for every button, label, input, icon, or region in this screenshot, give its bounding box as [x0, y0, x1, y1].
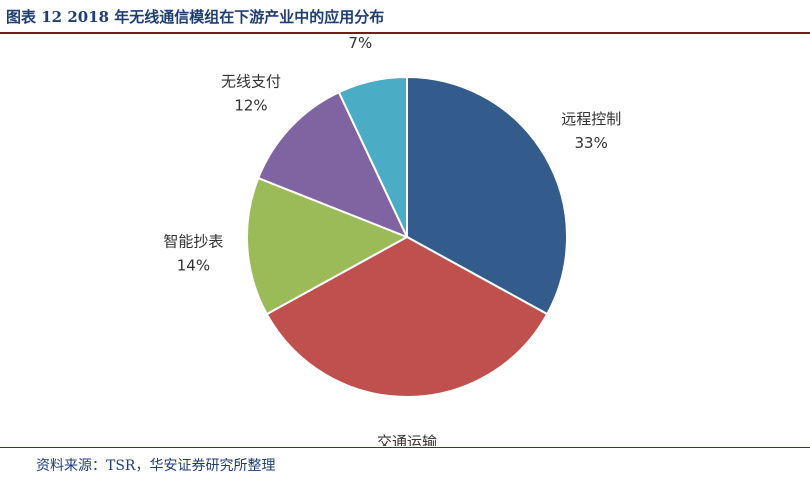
- slice-value-4: 7%: [348, 36, 372, 52]
- slice-label-3: 无线支付: [221, 73, 281, 91]
- slice-value-2: 14%: [177, 256, 210, 274]
- title-divider: [0, 32, 810, 34]
- pie-slice-0: [406, 75, 568, 316]
- footer-divider: [0, 447, 810, 448]
- pie-slice-3: [256, 90, 409, 239]
- slice-value-0: 33%: [575, 134, 608, 152]
- pie-slice-1: [265, 235, 549, 398]
- slice-label-2: 智能抄表: [163, 232, 223, 250]
- title-bar: 图表 12 2018 年无线通信模组在下游产业中的应用分布: [0, 0, 810, 36]
- figure-title: 图表 12 2018 年无线通信模组在下游产业中的应用分布: [6, 8, 385, 26]
- pie-slice-2: [246, 176, 410, 316]
- slice-label-0: 远程控制: [561, 110, 621, 128]
- source-note: 资料来源：TSR，华安证券研究所整理: [36, 458, 276, 474]
- slice-label-1: 交通运输: [377, 433, 437, 446]
- slice-value-3: 12%: [234, 97, 267, 115]
- pie-slice-4: [337, 75, 408, 238]
- pie-slices: [246, 75, 568, 398]
